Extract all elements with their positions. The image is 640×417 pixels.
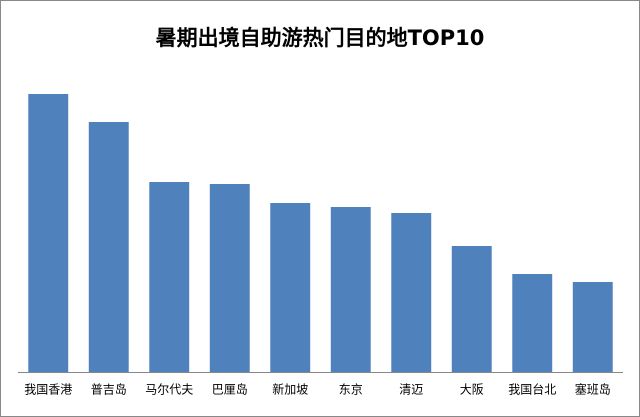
bar [391, 213, 432, 372]
x-tick-label: 马尔代夫 [145, 382, 193, 397]
x-tick-label: 东京 [339, 383, 363, 397]
bar [149, 182, 190, 372]
x-tick-label: 巴厘岛 [212, 382, 248, 397]
bar [209, 184, 250, 372]
x-tick-label: 大阪 [460, 383, 484, 397]
x-tick-label: 新加坡 [272, 382, 308, 397]
bar [451, 246, 492, 372]
bar [270, 203, 311, 372]
bar [28, 94, 69, 372]
x-tick-label: 清迈 [399, 383, 423, 397]
bar [572, 282, 613, 372]
x-tick-label: 我国台北 [508, 382, 556, 397]
bar [330, 207, 371, 372]
x-tick-label: 塞班岛 [575, 382, 611, 397]
x-tick-label: 我国香港 [24, 383, 72, 397]
bar [512, 274, 553, 372]
x-tick-label: 普吉岛 [91, 382, 127, 397]
bar [88, 122, 129, 372]
chart-title: 暑期出境自助游热门目的地TOP10 [156, 26, 485, 50]
